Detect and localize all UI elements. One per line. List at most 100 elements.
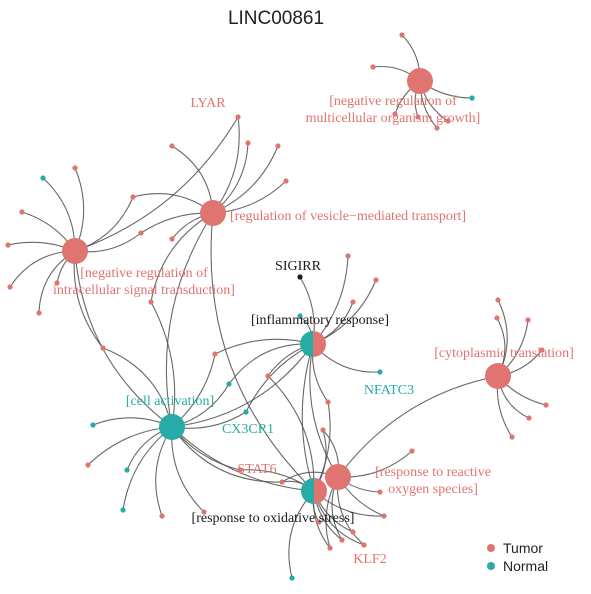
gene-node: [445, 118, 451, 124]
gene-node-cx3cr1: [243, 409, 249, 415]
gene-node: [325, 399, 331, 405]
gene-node: [297, 313, 303, 319]
gene-node: [54, 280, 60, 286]
term-node-intracell: [62, 238, 88, 264]
edge-leaf-42-t-cellact: [155, 426, 173, 517]
gene-node: [85, 462, 91, 468]
edge-t-inflam-t-ros: [309, 343, 339, 478]
gene-node: [409, 448, 415, 454]
edge-leaf-49-t-oxstress: [288, 490, 315, 579]
term-label-cellact: [cell activation]: [126, 394, 214, 409]
edge-g-lyar-t-vesicle: [212, 116, 240, 214]
gene-node: [120, 507, 126, 513]
edge-t-inflam-t-oxstress: [301, 343, 315, 492]
gene-node: [525, 317, 531, 323]
term-label-oxstress: [response to oxidative stress]: [192, 511, 355, 526]
gene-node-stat6: [279, 479, 285, 485]
gene-node-lyar: [235, 114, 241, 120]
gene-label-lyar: LYAR: [190, 96, 226, 111]
gene-node: [399, 32, 405, 38]
edge-leaf-9-t-vesicle: [212, 145, 279, 214]
edge-g-lyar-t-intracell: [74, 116, 239, 252]
edge-t-vesicle-t-cellact: [165, 212, 214, 428]
term-label-multicell: multicellular organism growth]: [306, 111, 481, 126]
edge-t-cellact-t-inflam: [171, 343, 314, 428]
gene-node: [159, 513, 165, 519]
gene-node-klf2: [361, 542, 367, 548]
gene-node: [539, 347, 545, 353]
gene-node: [350, 529, 356, 535]
gene-node: [316, 519, 322, 525]
legend-label-tumor: Tumor: [503, 540, 543, 556]
node-labels: [negative regulation of multicellular org…: [53, 94, 574, 567]
gene-node: [138, 230, 144, 236]
gene-node: [148, 299, 154, 305]
term-node-normal-half: [300, 331, 313, 357]
legend-swatch-tumor: [487, 544, 495, 552]
gene-node: [90, 422, 96, 428]
gene-node: [543, 402, 549, 408]
gene-node: [283, 178, 289, 184]
gene-node: [169, 143, 175, 149]
legend-label-normal: Normal: [503, 558, 548, 574]
edge-t-cellact-t-oxstress: [171, 426, 315, 492]
gene-node: [339, 537, 345, 543]
gene-node: [526, 415, 532, 421]
edge-leaf-29-t-oxstress: [267, 375, 315, 492]
gene-node: [265, 373, 271, 379]
gene-node: [19, 209, 25, 215]
term-node-multicell: [407, 68, 433, 94]
gene-node: [495, 297, 501, 303]
gene-node: [212, 351, 218, 357]
term-label-vesicle: [regulation of vesicle−mediated transpor…: [230, 209, 466, 224]
gene-nodes: [5, 32, 549, 581]
gene-node: [226, 381, 232, 387]
gene-node: [289, 575, 295, 581]
gene-node: [327, 545, 333, 551]
gene-node: [469, 95, 475, 101]
edge-leaf-28-t-inflam: [228, 343, 314, 385]
gene-node: [7, 284, 13, 290]
edge-leaf-22-t-cellact: [102, 347, 173, 428]
term-label-intracell: [negative regulation of: [80, 266, 208, 281]
gene-node: [275, 143, 281, 149]
gene-node: [100, 345, 106, 351]
term-node-cyto: [485, 363, 511, 389]
gene-node: [415, 114, 421, 120]
gene-node: [237, 467, 243, 473]
gene-node: [392, 111, 398, 117]
gene-node: [36, 310, 42, 316]
edge-t-vesicle-t-oxstress: [210, 212, 315, 492]
gene-label-stat6: STAT6: [237, 462, 276, 477]
edge-leaf-24-t-inflam: [312, 279, 377, 345]
term-label-multicell: [negative regulation of: [329, 94, 457, 109]
term-node-tumor-half: [313, 331, 326, 357]
term-node-ros: [325, 464, 351, 490]
gene-node: [434, 125, 440, 131]
gene-label-cx3cr1: CX3CR1: [222, 422, 274, 437]
term-label-inflam: [inflammatory response]: [251, 313, 389, 328]
term-node-vesicle: [200, 200, 226, 226]
term-label-ros: oxygen species]: [388, 482, 478, 497]
edge-leaf-43-t-cellact: [171, 426, 205, 513]
term-node-cellact: [159, 414, 185, 440]
gene-node-sigirr: [297, 274, 303, 280]
gene-label-nfatc3: NFATC3: [364, 383, 414, 398]
edge-g-stat6-t-cellact: [171, 426, 283, 483]
gene-node: [381, 513, 387, 519]
term-node-tumor-half: [314, 478, 327, 504]
gene-node: [370, 64, 376, 70]
gene-node: [373, 277, 379, 283]
gene-node: [169, 236, 175, 242]
gene-node: [245, 140, 251, 146]
gene-node-nfatc3: [377, 369, 383, 375]
gene-node: [494, 315, 500, 321]
gene-node: [130, 194, 136, 200]
edge-t-cyto-t-ros: [337, 375, 499, 478]
term-label-cyto: [cytoplasmic translation]: [434, 346, 574, 361]
gene-node: [124, 467, 130, 473]
gene-node: [72, 165, 78, 171]
gene-node: [320, 427, 326, 433]
